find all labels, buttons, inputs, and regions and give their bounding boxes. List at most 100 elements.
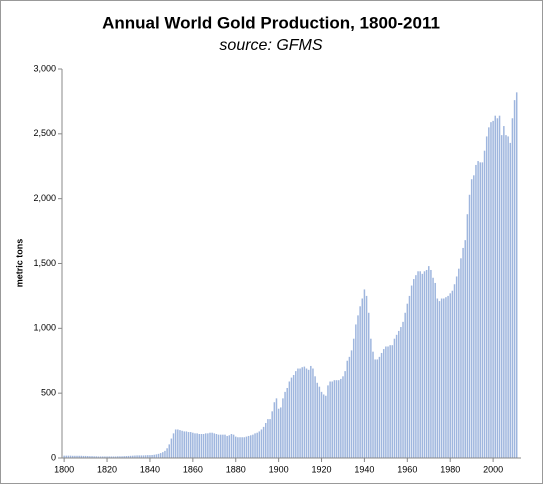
bar (110, 456, 113, 458)
bar (209, 432, 211, 458)
bar (271, 411, 273, 458)
bar (213, 433, 216, 458)
bar (307, 369, 310, 458)
bar (515, 92, 518, 458)
bar (183, 431, 186, 458)
bar (162, 452, 164, 458)
bar (117, 456, 119, 458)
bar (189, 432, 192, 458)
bar (89, 456, 91, 458)
bar (419, 271, 421, 458)
bar (144, 455, 147, 458)
y-tick-label: 1,000 (33, 323, 56, 333)
bar (395, 334, 398, 458)
bar (226, 435, 228, 458)
bar (331, 381, 334, 458)
bar (421, 273, 424, 458)
bar (230, 434, 233, 458)
bar (494, 115, 497, 459)
bar (174, 429, 177, 458)
y-tick-label: 1,500 (33, 258, 56, 268)
bar (232, 434, 235, 458)
bar (202, 434, 205, 458)
bar (335, 380, 338, 458)
bar (460, 258, 462, 458)
bar (387, 346, 389, 458)
bar (301, 367, 303, 458)
bar (74, 455, 76, 458)
bar (288, 381, 291, 458)
bar (490, 122, 492, 458)
bar (380, 352, 383, 458)
y-tick-label: 3,000 (33, 63, 56, 73)
bar (159, 453, 162, 458)
bar (241, 437, 243, 458)
bar (204, 433, 207, 458)
bar (172, 433, 175, 458)
bar (106, 456, 108, 458)
bar (498, 115, 501, 459)
bar (142, 455, 145, 458)
bar (292, 375, 295, 458)
bar (228, 435, 231, 458)
bar (322, 394, 325, 458)
bar (262, 426, 265, 458)
bar (466, 214, 469, 458)
bar (500, 135, 503, 458)
bar (153, 454, 155, 458)
bar (492, 120, 494, 458)
bar (237, 437, 239, 458)
bar (82, 455, 85, 458)
bar (342, 376, 344, 458)
bar (97, 456, 100, 458)
bar (297, 368, 299, 458)
bar (91, 456, 93, 458)
bar (312, 368, 314, 458)
bar (234, 436, 237, 458)
bar (132, 455, 134, 458)
bar (316, 382, 318, 458)
bar (513, 100, 516, 459)
bar (284, 391, 286, 458)
x-tick-label: 1880 (226, 464, 246, 474)
bar (458, 268, 460, 458)
bar (507, 136, 509, 458)
x-tick-label: 1900 (269, 464, 289, 474)
bar (93, 456, 95, 458)
bar (252, 434, 254, 458)
bar (273, 402, 276, 458)
bar (453, 284, 456, 458)
bar (475, 164, 477, 458)
bar (329, 381, 331, 458)
bar (509, 142, 512, 458)
bar (415, 275, 417, 458)
bar (423, 271, 426, 458)
bar (123, 456, 125, 458)
bar (80, 455, 83, 458)
bar (164, 450, 166, 458)
bar (483, 150, 486, 458)
bar (363, 289, 366, 458)
bar (505, 135, 507, 458)
bar (314, 376, 316, 458)
bar (157, 453, 160, 458)
bar (295, 371, 297, 458)
x-tick-label: 2000 (483, 464, 503, 474)
bar (134, 455, 136, 458)
bar (67, 455, 70, 458)
bar (78, 455, 80, 458)
bar (181, 430, 183, 458)
bar (258, 431, 261, 458)
bar (211, 432, 213, 458)
bar (254, 433, 256, 458)
bar (147, 455, 149, 458)
bar (170, 438, 173, 458)
bar (372, 351, 374, 458)
y-tick-label: 500 (41, 388, 56, 398)
bar (121, 456, 123, 458)
bar (277, 408, 280, 458)
bar (479, 162, 481, 459)
bar (69, 455, 72, 458)
bar (104, 456, 106, 458)
